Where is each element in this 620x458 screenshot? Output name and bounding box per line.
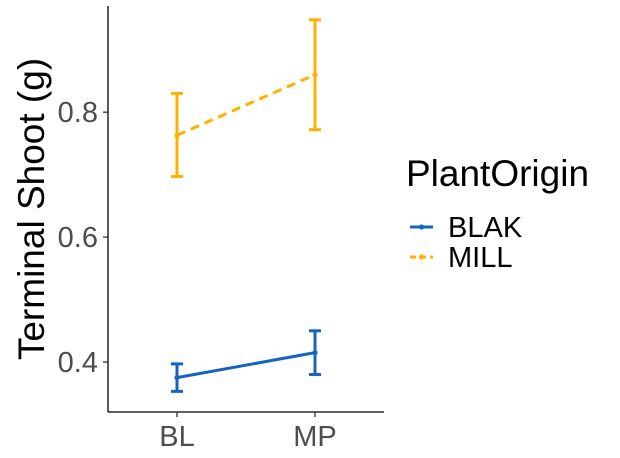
data-point-blak	[174, 375, 180, 381]
data-point-mill	[174, 132, 180, 138]
legend-key-point-blak	[418, 224, 425, 230]
x-tick-label: BL	[159, 421, 194, 453]
series-line-mill	[176, 73, 316, 137]
legend-key-point-mill	[418, 254, 425, 260]
legend-label-blak: BLAK	[448, 212, 523, 244]
y-tick-label: 0.8	[58, 97, 98, 129]
y-axis-title: Terminal Shoot (g)	[11, 58, 52, 360]
series-line-blak	[176, 351, 316, 380]
y-ticks: 0.4 0.6 0.8	[58, 97, 108, 379]
data-point-mill	[312, 72, 318, 78]
x-tick-label: MP	[293, 421, 337, 453]
legend-title: PlantOrigin	[406, 153, 589, 194]
x-ticks: BL MP	[159, 412, 337, 453]
y-tick-label: 0.6	[58, 222, 98, 254]
legend-label-mill: MILL	[448, 242, 512, 274]
y-tick-label: 0.4	[58, 347, 98, 379]
data-point-blak	[312, 350, 318, 356]
series-layer	[171, 18, 321, 393]
